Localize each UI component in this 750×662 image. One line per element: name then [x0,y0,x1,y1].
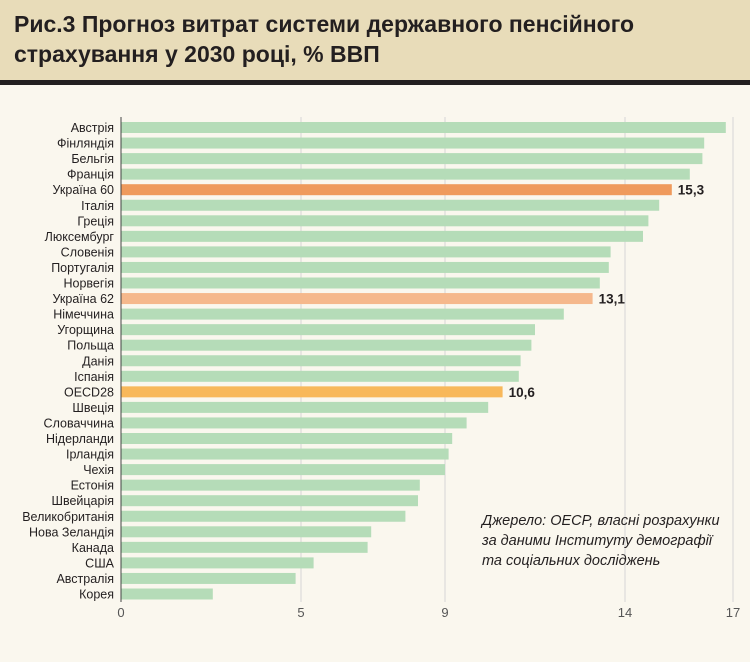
bar-нова-зеландія [121,526,372,538]
source-line-3: та соціальних досліджень [482,553,661,569]
bar-україна-62 [121,293,593,305]
bar-корея [121,588,213,600]
category-label-україна-62: Україна 62 [53,292,115,306]
category-label-чехія: Чехія [83,463,114,477]
source-note: Джерело: OECP, власні розрахунки за дани… [482,511,720,571]
bar-австрія [121,122,726,133]
category-label-іспанія: Іспанія [74,370,114,384]
bar-португалія [121,261,609,273]
category-label-австралія: Австралія [56,572,114,586]
category-label-естонія: Естонія [71,479,114,493]
value-label-україна-62: 13,1 [599,292,626,307]
value-labels: 15,3 13,1 10,6 [509,183,705,400]
bar-естонія [121,479,420,491]
bar-чехія [121,464,445,476]
x-tick-label-14: 14 [618,605,632,620]
category-label-угорщина: Угорщина [57,323,114,337]
x-tick-label-17: 17 [726,605,740,620]
x-tick-label-9: 9 [441,605,448,620]
bar-oecd28 [121,386,503,398]
category-label-польща: Польща [67,339,114,353]
bar-бельгія [121,153,703,165]
source-line-1: Джерело: OECP, власні розрахунки [482,513,720,529]
bar-швейцарія [121,495,418,507]
bar-великобританія [121,510,406,522]
bar-іспанія [121,370,519,382]
category-label-канада: Канада [72,541,114,555]
category-label-італія: Італія [81,199,114,213]
bar-канада [121,541,368,553]
bar-польща [121,339,532,351]
bar-норвегія [121,277,600,289]
bar-сша [121,557,314,569]
category-label-словенія: Словенія [61,245,114,259]
category-label-португалія: Португалія [51,261,114,275]
category-label-сша: США [85,556,114,570]
category-label-фінляндія: Фінляндія [57,137,114,151]
bar-італія [121,199,660,211]
value-label-oecd28: 10,6 [509,385,536,400]
title-banner: Рис.3 Прогноз витрат системи державного … [0,0,750,80]
chart-title: Рис.3 Прогноз витрат системи державного … [14,11,635,67]
x-tick-label-5: 5 [297,605,304,620]
bar-швеція [121,401,489,413]
value-label-україна-60: 15,3 [678,183,705,198]
category-label-великобританія: Великобританія [22,510,114,524]
category-label-греція: Греція [77,214,114,228]
bar-словаччина [121,417,467,429]
category-label-люксембург: Люксембург [45,230,115,244]
category-label-україна-60: Україна 60 [53,183,115,197]
category-label-норвегія: Норвегія [64,277,115,291]
category-label-австрія: Австрія [71,121,114,135]
category-label-франція: Франція [67,168,114,182]
category-label-корея: Корея [79,588,114,602]
bar-угорщина [121,324,535,336]
source-line-2: за даними Інституту демографії [482,533,713,549]
category-label-швеція: Швеція [72,401,114,415]
category-label-німеччина: Німеччина [53,308,114,322]
category-label-нідерланди: Нідерланди [46,432,114,446]
category-label-словаччина: Словаччина [44,416,115,430]
bar-україна-60 [121,184,672,196]
bar-фінляндія [121,137,705,149]
bar-греція [121,215,649,227]
category-label-нова-зеландія: Нова Зеландія [29,525,114,539]
bar-данія [121,355,521,367]
category-label-данія: Данія [82,354,114,368]
category-label-бельгія: Бельгія [71,152,114,166]
x-axis-ticks: 0 5 9 14 17 [117,605,740,620]
bar-німеччина [121,308,564,320]
title-underline [0,80,750,85]
category-label-ірландія: Ірландія [66,448,114,462]
bar-люксембург [121,230,643,242]
bar-ірландія [121,448,449,460]
x-tick-label-0: 0 [117,605,124,620]
bar-нідерланди [121,433,453,444]
bar-словенія [121,246,611,258]
bar-австралія [121,572,296,584]
category-label-oecd28: OECD28 [64,385,114,399]
bar-франція [121,168,690,180]
category-label-швейцарія: Швейцарія [52,494,115,508]
bars [121,122,726,600]
